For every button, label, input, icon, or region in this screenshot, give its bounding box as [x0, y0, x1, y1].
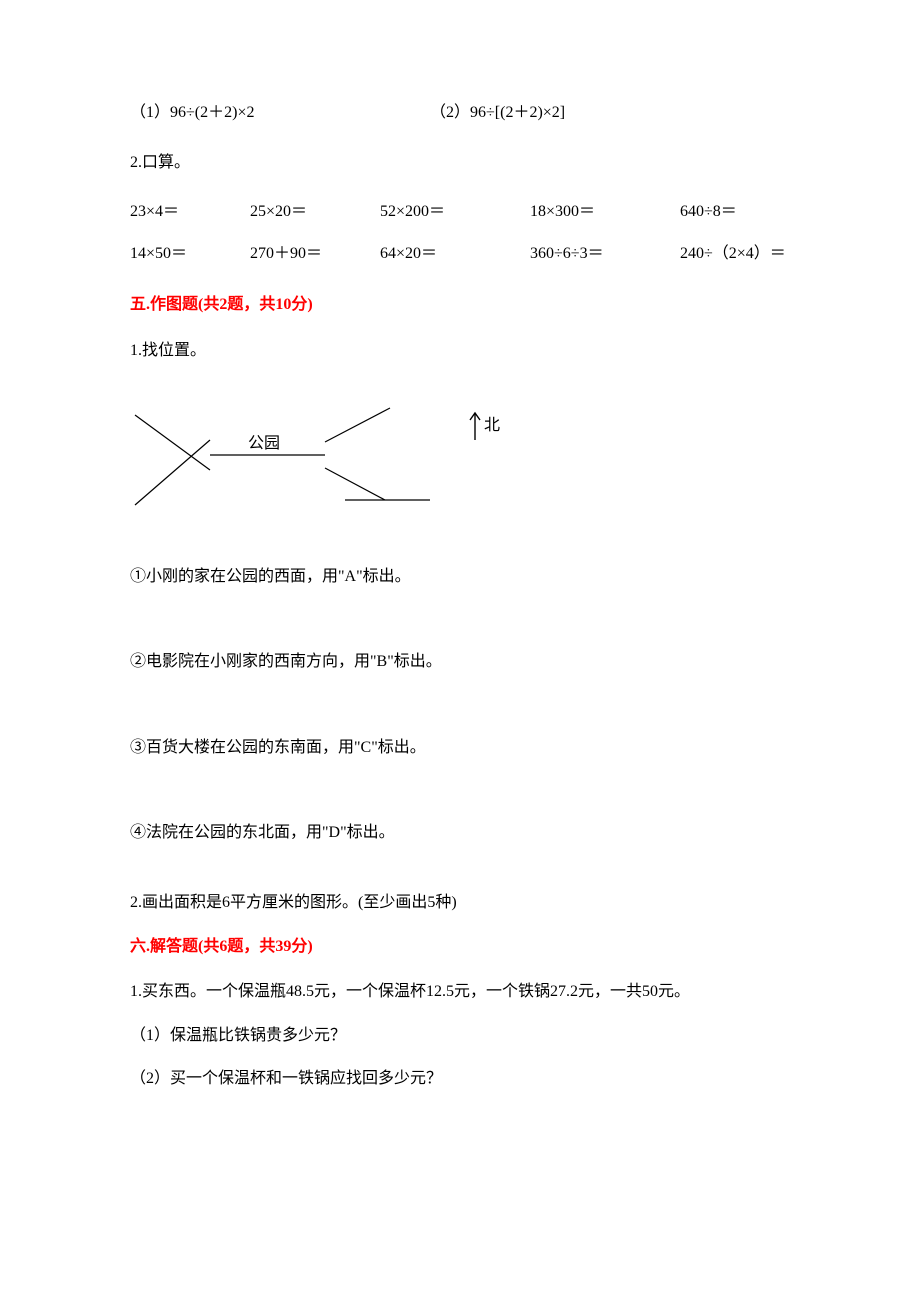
section-6-title: 六.解答题(共6题，共39分)	[130, 934, 790, 960]
calc-cell: 360÷6÷3＝	[530, 243, 680, 265]
diagram-label: 公园	[248, 435, 280, 452]
expression-2: （2）96÷[(2＋2)×2]	[430, 100, 790, 126]
page-content: （1）96÷(2＋2)×2 （2）96÷[(2＋2)×2] 2.口算。 23×4…	[0, 0, 920, 1170]
mental-math-label: 2.口算。	[130, 150, 790, 176]
calc-cell: 23×4＝	[130, 199, 250, 225]
section-5-title: 五.作图题(共2题，共10分)	[130, 292, 790, 318]
calc-cell: 270＋90＝	[250, 243, 380, 265]
north-indicator: 北	[466, 410, 500, 442]
s5-q2: 2.画出面积是6平方厘米的图形。(至少画出5种)	[130, 890, 790, 916]
north-label: 北	[484, 413, 500, 439]
s5-q1-label: 1.找位置。	[130, 338, 790, 364]
calc-cell: 14×50＝	[130, 243, 250, 265]
calc-cell: 64×20＝	[380, 243, 530, 265]
s5-item-4: ④法院在公园的东北面，用"D"标出。	[130, 820, 790, 846]
calc-cell: 52×200＝	[380, 199, 530, 225]
diagram-block: 公园 北	[130, 400, 790, 520]
expression-1: （1）96÷(2＋2)×2	[130, 100, 430, 126]
calc-cell: 25×20＝	[250, 199, 380, 225]
s6-q1-sub1: （1）保温瓶比铁锅贵多少元？	[130, 1023, 790, 1049]
s5-item-2: ②电影院在小刚家的西南方向，用"B"标出。	[130, 649, 790, 675]
calc-cell: 18×300＝	[530, 199, 680, 225]
s5-item-3: ③百货大楼在公园的东南面，用"C"标出。	[130, 735, 790, 761]
calc-cell: 640÷8＝	[680, 199, 790, 225]
park-diagram: 公园	[130, 400, 430, 520]
mental-math-grid: 23×4＝ 25×20＝ 52×200＝ 18×300＝ 640÷8＝ 14×5…	[130, 199, 790, 264]
calc-cell: 240÷（2×4）＝	[680, 243, 790, 265]
expression-row: （1）96÷(2＋2)×2 （2）96÷[(2＋2)×2]	[130, 100, 790, 126]
north-arrow-icon	[466, 410, 484, 442]
s6-q1-intro: 1.买东西。一个保温瓶48.5元，一个保温杯12.5元，一个铁锅27.2元，一共…	[130, 979, 790, 1005]
s6-q1-sub2: （2）买一个保温杯和一铁锅应找回多少元？	[130, 1066, 790, 1092]
s5-item-1: ①小刚的家在公园的西面，用"A"标出。	[130, 564, 790, 590]
